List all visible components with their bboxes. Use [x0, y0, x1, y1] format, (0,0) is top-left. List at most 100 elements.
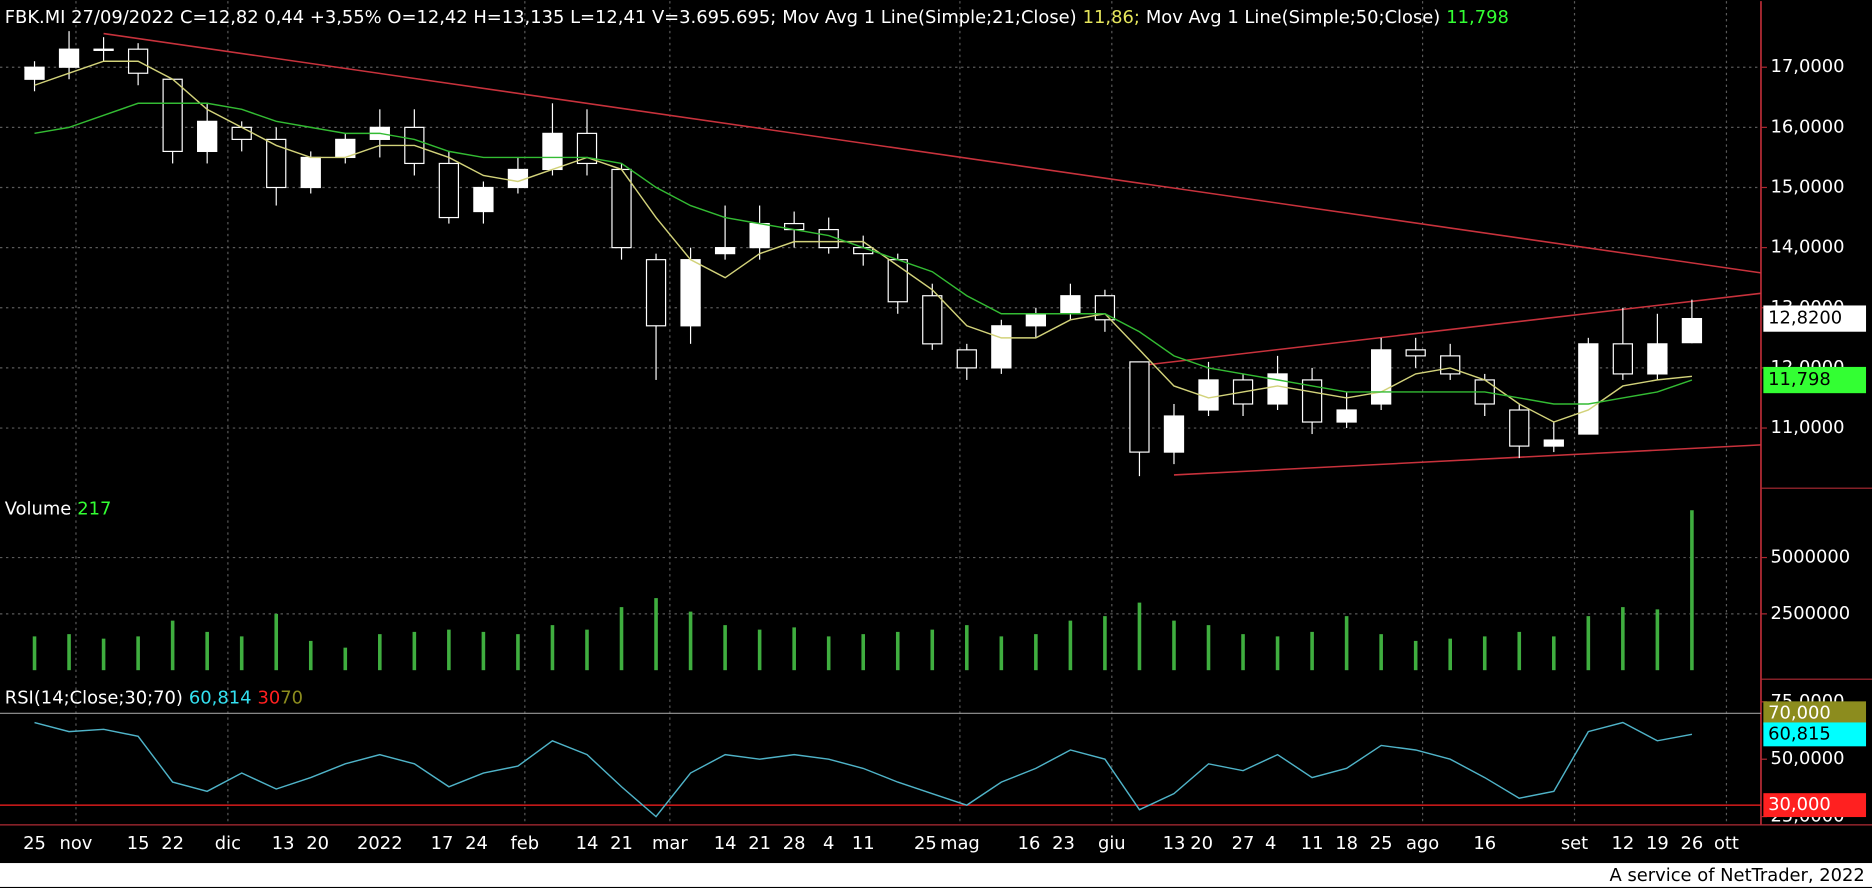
volume-bar: [481, 631, 486, 671]
candle-body: [956, 349, 977, 369]
level-box: [1763, 701, 1867, 726]
price-box: [1763, 305, 1867, 332]
x-tick-label: ott: [1714, 833, 1739, 854]
x-tick-label: 2022: [357, 833, 403, 854]
level-label: 70: [280, 687, 303, 708]
volume-bar: [999, 636, 1004, 671]
x-tick-label: 26: [1681, 833, 1704, 854]
volume-bar: [1482, 636, 1487, 671]
volume-bar: [654, 598, 658, 671]
volume-bar: [1621, 607, 1625, 671]
volume-bar: [1655, 609, 1660, 671]
candle-body: [714, 247, 736, 255]
x-tick-label: 14: [576, 833, 599, 854]
x-tick-label: 21: [610, 833, 633, 854]
volume-bar: [136, 636, 140, 671]
volume-bar: [688, 611, 693, 671]
x-tick-label: 4: [1265, 833, 1276, 854]
volume-bar: [1310, 631, 1314, 671]
x-tick-label: 15: [127, 833, 150, 854]
volume-bar: [792, 627, 796, 671]
volume-bar: [447, 629, 451, 671]
x-tick-label: giu: [1098, 833, 1126, 854]
volume-bar: [1552, 636, 1556, 671]
volume-bar: [585, 629, 589, 671]
x-tick-label: 25: [23, 833, 46, 854]
volume-bar: [412, 631, 417, 671]
x-tick-label: feb: [511, 833, 540, 854]
x-tick-label: mar: [652, 833, 688, 854]
candle-body: [611, 168, 632, 249]
volume-bar: [550, 625, 555, 671]
legend-value: 11,86;: [1083, 7, 1140, 28]
panel-name: RSI(14;Close;30;70): [5, 687, 183, 708]
x-tick-label: 18: [1335, 833, 1358, 854]
candle-body: [922, 295, 943, 345]
level-box-label: 30,000: [1768, 794, 1831, 815]
volume-bar: [861, 634, 866, 671]
volume-bar: [1379, 634, 1383, 671]
legend-value: 11,798: [1446, 7, 1509, 28]
y-tick-label: 16,0000: [1771, 116, 1845, 137]
candle-body: [1543, 439, 1564, 447]
y-tick-label: 17,0000: [1771, 56, 1845, 77]
candle-body: [231, 126, 252, 140]
volume-bar: [1172, 620, 1176, 671]
candle-body: [1163, 415, 1185, 453]
candle-body: [1371, 349, 1392, 405]
volume-bar: [757, 629, 762, 671]
x-tick-label: 20: [1190, 833, 1213, 854]
x-tick-label: 4: [823, 833, 834, 854]
volume-bar: [1517, 631, 1522, 671]
moving-average: [34, 60, 1693, 423]
candle-body: [991, 325, 1012, 369]
x-tick-label: 20: [306, 833, 329, 854]
x-tick-label: 17: [431, 833, 454, 854]
candle-body: [93, 48, 114, 51]
level-label: 30: [257, 687, 280, 708]
x-tick-label: 22: [161, 833, 184, 854]
footer-strip: [0, 863, 1872, 887]
candle-body: [1509, 409, 1530, 447]
x-tick-label: 25: [914, 833, 937, 854]
panel-value: 60,814: [189, 687, 252, 708]
x-tick-label: 27: [1232, 833, 1255, 854]
trend-line: [1146, 292, 1762, 366]
y-tick-label: 11,0000: [1771, 417, 1845, 438]
volume-bar: [1413, 640, 1418, 671]
y-tick-label: 2500000: [1771, 603, 1851, 624]
candle-body: [576, 132, 598, 165]
x-tick-label: 12: [1611, 833, 1634, 854]
volume-bar: [1448, 638, 1453, 671]
volume-bar: [343, 647, 348, 671]
volume-bar: [1586, 616, 1591, 671]
candle-body: [1336, 409, 1357, 423]
legend-entry: Mov Avg 1 Line(Simple;50;Close): [1146, 7, 1440, 28]
panel-name: Volume: [5, 499, 72, 520]
footer: A service of NetTrader, 2022: [1610, 865, 1865, 886]
candle-body: [1060, 295, 1081, 315]
candle-body: [542, 132, 563, 171]
x-tick-label: 21: [748, 833, 771, 854]
candle-body: [645, 259, 667, 327]
ma-box: [1763, 366, 1867, 394]
y-tick-label: 14,0000: [1771, 237, 1845, 258]
x-tick-label: 16: [1018, 833, 1041, 854]
volume-bar: [826, 636, 831, 671]
volume-bar: [1137, 602, 1142, 671]
volume-bar: [170, 620, 175, 671]
level-box-label: 70,000: [1768, 702, 1831, 723]
volume-bar: [32, 636, 37, 671]
volume-bar: [1690, 510, 1694, 671]
panel-title: RSI(14;Close;30;70) 60,814 3070: [5, 687, 303, 708]
x-tick-label: mag: [940, 833, 980, 854]
candle-body: [1129, 361, 1150, 453]
rsi-line: [34, 721, 1693, 818]
x-tick-label: 19: [1646, 833, 1669, 854]
volume-bar: [1068, 620, 1073, 671]
volume-bar: [67, 634, 71, 671]
x-tick-label: nov: [60, 833, 93, 854]
x-tick-label: ago: [1406, 833, 1439, 854]
y-tick-label: 5000000: [1771, 547, 1851, 568]
